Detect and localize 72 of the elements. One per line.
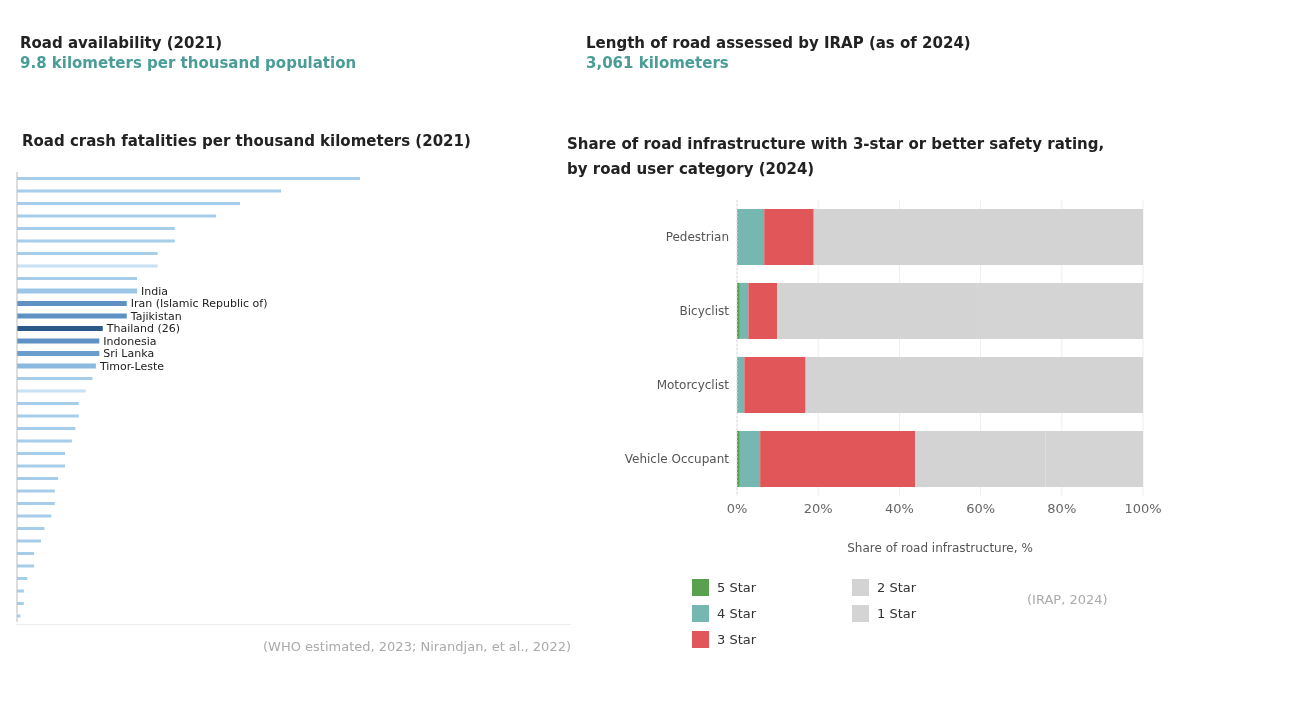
bar — [744, 356, 806, 413]
bar — [17, 389, 86, 393]
bar — [17, 502, 55, 505]
y-tick-label: Thailand (26) — [105, 322, 181, 336]
bar — [17, 489, 55, 493]
bar — [17, 214, 216, 218]
bar — [17, 564, 35, 568]
text: (IRAP, 2024) — [1027, 592, 1108, 607]
y-tick-label: Pedestrian — [665, 230, 729, 245]
bar — [17, 527, 45, 530]
bar — [17, 427, 76, 430]
bar — [17, 338, 100, 344]
bar — [17, 177, 360, 180]
bar — [17, 414, 79, 418]
y-tick-label: Sri Lanka — [103, 347, 155, 361]
x-tick-label: 40% — [884, 501, 914, 517]
legend-label: 2 Star — [876, 578, 918, 597]
bar — [17, 227, 175, 230]
bar — [17, 464, 66, 468]
bar — [17, 239, 175, 243]
bar — [737, 208, 765, 265]
bar — [748, 282, 778, 339]
bar — [17, 439, 72, 443]
bar — [739, 430, 761, 487]
x-tick-label: 0% — [726, 501, 748, 517]
y-tick-label: Bicyclist — [679, 304, 730, 319]
chart-title: Road crash fatalities per thousand kilometers (2021) — [22, 132, 472, 152]
text: 3,061 kilometers — [586, 54, 730, 72]
y-tick-label: Motorcyclist — [656, 378, 730, 393]
bar — [17, 514, 52, 518]
bar — [17, 402, 79, 405]
y-tick-label: Indonesia — [103, 334, 157, 348]
bar — [17, 301, 127, 306]
x-axis-title: Share of road infrastructure, % — [847, 541, 1033, 555]
bar — [17, 277, 138, 280]
x-tick-label: 60% — [966, 501, 996, 517]
x-tick-label: 80% — [1047, 501, 1077, 517]
legend-label: 4 Star — [716, 604, 758, 623]
x-tick-label: 20% — [803, 501, 833, 517]
y-tick-label: Timor-Leste — [98, 359, 165, 373]
x-tick-label: 100% — [1124, 501, 1162, 517]
text: Road availability (2021) — [20, 34, 224, 52]
bar — [739, 282, 749, 339]
y-tick-label: Iran (Islamic Republic of) — [130, 297, 268, 311]
chart-title: Share of road infrastructure with 3-star or better safety rating, by road user category (2024) — [567, 134, 1106, 180]
bar — [17, 326, 103, 331]
legend-label: 1 Star — [876, 604, 918, 623]
bar — [17, 252, 158, 255]
legend-label: 5 Star — [716, 578, 758, 597]
bar — [17, 189, 282, 193]
bar — [17, 313, 127, 319]
text: 9.8 kilometers per thousand population — [20, 54, 357, 72]
y-tick-label: Vehicle Occupant — [624, 452, 730, 467]
legend-label: 3 Star — [716, 630, 758, 649]
y-tick-label: Tajikistan — [129, 309, 182, 323]
text: (WHO estimated, 2023; Nirandjan, et al., 2022) — [262, 639, 571, 654]
bar — [17, 288, 138, 294]
bar — [17, 202, 240, 205]
bar — [17, 539, 42, 543]
bar — [17, 351, 100, 356]
bar — [760, 430, 916, 487]
text: Length of road assessed by IRAP (as of 2024) — [586, 34, 971, 52]
bar — [805, 356, 1143, 413]
bar — [17, 452, 66, 455]
bar — [764, 208, 814, 265]
y-tick-label: India — [141, 284, 169, 298]
bar — [17, 477, 59, 480]
bar — [17, 377, 93, 380]
bar — [17, 363, 96, 369]
bar — [813, 208, 1143, 265]
bar — [17, 264, 158, 268]
bar — [17, 552, 35, 555]
